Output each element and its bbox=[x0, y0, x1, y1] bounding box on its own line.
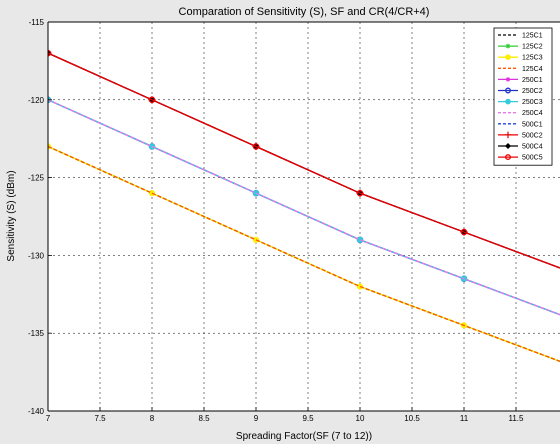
marker-circle bbox=[148, 143, 156, 150]
point-500C5 bbox=[460, 228, 468, 236]
legend-label-250C2: 250C2 bbox=[522, 88, 543, 95]
legend-label-500C5: 500C5 bbox=[522, 155, 543, 162]
point-500C5 bbox=[356, 189, 364, 197]
y-tick-label: -140 bbox=[28, 407, 45, 416]
x-axis-label: Spreading Factor(SF (7 to 12)) bbox=[236, 431, 372, 442]
marker-circle bbox=[356, 283, 364, 290]
series-line-125C4 bbox=[48, 145, 560, 363]
marker-circle bbox=[252, 190, 260, 197]
grid-layer bbox=[48, 22, 560, 411]
legend-marker-500C2 bbox=[504, 131, 512, 139]
legend-label-125C3: 125C3 bbox=[522, 55, 543, 62]
point-500C5 bbox=[148, 96, 156, 104]
legend-label-125C4: 125C4 bbox=[522, 66, 543, 73]
legend-marker-125C2 bbox=[505, 43, 511, 49]
point-250C3 bbox=[252, 190, 260, 197]
y-tick-label: -130 bbox=[28, 251, 45, 260]
legend-label-500C1: 500C1 bbox=[522, 121, 543, 128]
marker-circle bbox=[505, 54, 511, 61]
x-tick-label: 11.5 bbox=[509, 414, 525, 423]
series-layer bbox=[48, 49, 560, 363]
marker-circle-open bbox=[252, 143, 260, 150]
x-tick-label: 10 bbox=[356, 414, 365, 423]
y-tick-label: -115 bbox=[29, 18, 45, 27]
point-125C3 bbox=[252, 236, 260, 243]
marker-star-d2 bbox=[506, 77, 510, 82]
series-line-500C5 bbox=[48, 52, 560, 269]
x-tick-label: 8.5 bbox=[198, 414, 210, 423]
plot-area bbox=[48, 22, 560, 411]
x-tick-label: 9 bbox=[254, 414, 259, 423]
marker-star-d2 bbox=[506, 44, 510, 49]
legend-marker-250C2 bbox=[505, 87, 511, 94]
legend-label-500C4: 500C4 bbox=[522, 144, 543, 151]
x-tick-label: 8 bbox=[150, 414, 155, 423]
y-tick-label: -120 bbox=[28, 96, 45, 105]
marker-circle-open bbox=[460, 228, 468, 236]
marker-circle-open bbox=[505, 154, 511, 161]
legend-label-250C3: 250C3 bbox=[522, 99, 543, 106]
point-250C3 bbox=[356, 236, 364, 243]
legend-label-250C4: 250C4 bbox=[522, 110, 543, 117]
marker-circle bbox=[505, 98, 511, 105]
legend-box bbox=[493, 27, 553, 166]
legend-marker-250C1 bbox=[505, 77, 511, 82]
point-500C5 bbox=[252, 143, 260, 150]
marker-circle-open bbox=[148, 96, 156, 104]
point-125C3 bbox=[356, 283, 364, 290]
marker-circle bbox=[148, 190, 156, 197]
x-tick-label: 7 bbox=[46, 414, 51, 423]
legend-label-250C1: 250C1 bbox=[522, 77, 543, 84]
legend-label-500C2: 500C2 bbox=[522, 132, 543, 139]
legend-label-125C2: 125C2 bbox=[522, 44, 543, 51]
x-tick-label: 7.5 bbox=[94, 414, 106, 423]
x-tick-label: 11 bbox=[460, 414, 469, 423]
legend-marker-125C3 bbox=[505, 54, 511, 61]
marker-diamond bbox=[504, 142, 512, 150]
marker-circle bbox=[252, 236, 260, 243]
marker-circle-open bbox=[505, 87, 511, 94]
x-tick-label: 9.5 bbox=[302, 414, 314, 423]
legend-label-125C1: 125C1 bbox=[522, 33, 543, 40]
point-250C3 bbox=[148, 143, 156, 150]
legend: 125C1 125C2 125C3 125C4 250C1 250C2 250C3 250C4… bbox=[493, 27, 553, 166]
marker-circle-open bbox=[356, 189, 364, 197]
marker-circle bbox=[356, 236, 364, 243]
series-clip-group bbox=[48, 49, 560, 363]
y-tick-label: -135 bbox=[28, 329, 45, 338]
chart-title: Comparation of Sensitivity (S), SF and C… bbox=[179, 6, 430, 18]
y-axis-label: Sensitivity (S) (dBm) bbox=[6, 170, 17, 261]
legend-marker-250C3 bbox=[505, 98, 511, 105]
x-tick-label: 10.5 bbox=[404, 414, 420, 423]
point-125C3 bbox=[148, 190, 156, 197]
legend-marker-500C5 bbox=[505, 154, 511, 161]
y-tick-label: -125 bbox=[28, 174, 45, 183]
tick-layer: 7 7.5 8 8.5 9 9.5 10 10.5 11 11.5 -115 -120 -125 -130… bbox=[28, 18, 524, 423]
series-line-250C4 bbox=[48, 99, 560, 316]
legend-marker-500C4 bbox=[504, 142, 512, 150]
